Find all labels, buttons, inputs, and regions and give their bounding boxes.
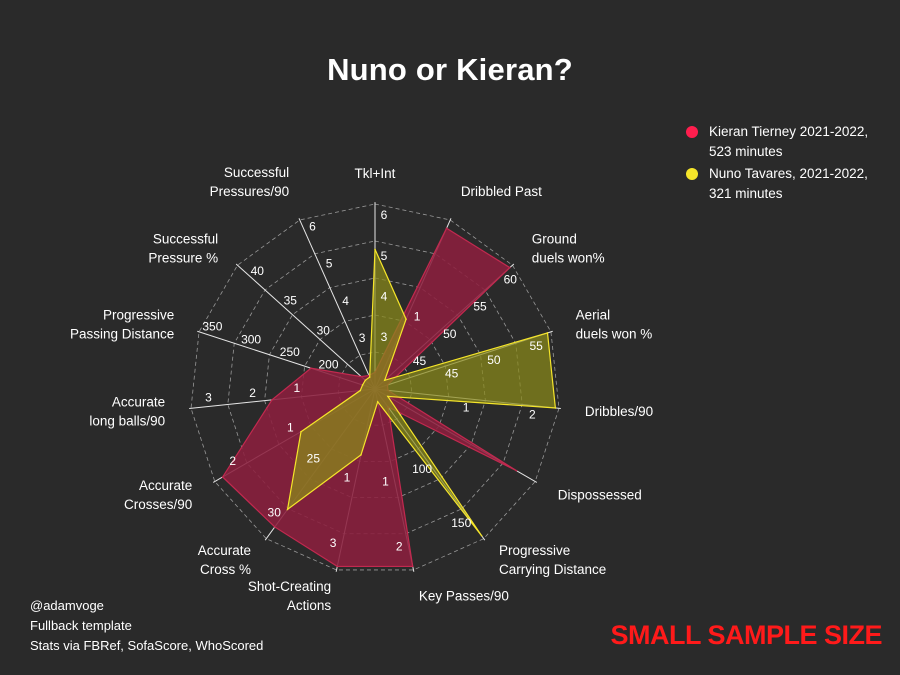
axis-line-14 — [235, 263, 376, 390]
axis-label-13: Progressive Passing Distance — [70, 307, 174, 341]
axis-label-14: Successful Pressure % — [148, 231, 218, 265]
tick-label-1-4: 6 — [381, 208, 388, 222]
credit-author: @adamvoge — [30, 598, 104, 613]
tick-label-13-4: 350 — [202, 320, 222, 334]
series-2-point-5 — [554, 407, 557, 409]
legend: Kieran Tierney 2021-2022, 523 minutes Nu… — [683, 122, 883, 206]
series-2-point-13 — [361, 384, 364, 386]
axis-label-5: Dribbles/90 — [585, 404, 653, 419]
tick-label-12-1: 1 — [293, 381, 300, 395]
tick-label-7-2: 150 — [451, 516, 471, 530]
credit-sources: Stats via FBRef, SofaScore, WhoScored — [30, 638, 264, 653]
axis-label-6: Dispossessed — [558, 488, 642, 503]
tick-label-10-2: 30 — [268, 505, 282, 519]
tick-label-15-1: 3 — [359, 331, 366, 345]
series-1-point-8 — [411, 565, 414, 568]
axis-label-15: Successful Pressures/90 — [210, 165, 290, 199]
tick-label-5-1: 1 — [463, 401, 470, 415]
tick-label-10-1: 25 — [307, 452, 321, 466]
legend-item-tierney: Kieran Tierney 2021-2022, 523 minutes — [683, 122, 883, 162]
tick-label-11-2: 2 — [229, 454, 236, 468]
tick-label-9-2: 3 — [330, 536, 337, 550]
series-2-point-6 — [387, 395, 389, 398]
tick-label-8-1: 1 — [382, 474, 389, 488]
series-2-point-14 — [364, 379, 367, 382]
credit-template: Fullback template — [30, 618, 132, 633]
series-1-point-3 — [508, 266, 511, 269]
series-1-point-9 — [336, 565, 339, 568]
axis-label-2: Dribbled Past — [461, 184, 542, 199]
series-2-point-12 — [359, 389, 362, 392]
series-1-point-12 — [271, 399, 273, 401]
series-2-point-4 — [546, 332, 549, 334]
tick-label-4-2: 50 — [487, 353, 501, 367]
series-2-point-11 — [300, 430, 302, 433]
grid-ring-5 — [190, 203, 560, 571]
tick-label-1-2: 4 — [381, 290, 388, 304]
tick-label-13-1: 200 — [319, 357, 339, 371]
series-1-point-10 — [273, 526, 276, 528]
tick-label-8-2: 2 — [396, 539, 403, 553]
tick-label-11-1: 1 — [287, 420, 294, 434]
credits: @adamvoge Fullback template Stats via FB… — [30, 596, 263, 656]
legend-swatch-tierney — [686, 126, 698, 138]
tick-label-13-2: 250 — [280, 345, 300, 359]
tick-label-7-1: 100 — [412, 462, 432, 476]
series-2-point-7 — [480, 534, 483, 537]
series-area-2 — [286, 249, 557, 537]
series-1-point-13 — [310, 367, 312, 369]
tick-label-4-3: 55 — [529, 339, 543, 353]
tick-label-14-2: 35 — [284, 294, 298, 308]
tick-label-5-2: 2 — [529, 408, 536, 422]
series-1-point-14 — [360, 375, 363, 378]
tick-label-15-3: 5 — [326, 257, 333, 271]
legend-item-tavares: Nuno Tavares, 2021-2022, 321 minutes — [683, 164, 883, 204]
axis-label-8: Key Passes/90 — [419, 588, 509, 603]
tick-label-15-2: 4 — [342, 294, 349, 308]
tick-label-12-2: 2 — [249, 386, 256, 400]
tick-label-3-2: 50 — [443, 327, 457, 341]
axis-label-11: Accurate Crosses/90 — [124, 478, 192, 512]
series-2-point-10 — [286, 508, 289, 511]
tick-label-1-3: 5 — [381, 249, 388, 263]
series-2-point-2 — [405, 318, 407, 321]
tick-label-4-1: 45 — [445, 367, 459, 381]
axis-label-7: Progressive Carrying Distance — [499, 543, 606, 577]
tick-label-3-3: 55 — [473, 300, 487, 314]
series-1-point-2 — [445, 227, 448, 230]
chart-title: Nuno or Kieran? — [327, 52, 573, 87]
axis-line-15 — [298, 218, 376, 390]
axis-label-3: Ground duels won% — [532, 231, 605, 265]
axis-label-1: Tkl+Int — [355, 166, 396, 181]
axis-label-12: Accurate long balls/90 — [89, 395, 165, 429]
tick-label-15-4: 6 — [309, 219, 316, 233]
tick-label-12-3: 3 — [205, 390, 212, 404]
series-1-point-11 — [221, 476, 224, 478]
axis-label-10: Accurate Cross % — [198, 543, 251, 577]
tick-label-3-4: 60 — [504, 272, 518, 286]
tick-label-13-3: 300 — [241, 332, 261, 346]
tick-label-3-1: 45 — [413, 354, 427, 368]
sample-size-warning: SMALL SAMPLE SIZE — [610, 620, 882, 650]
legend-label-tavares: Nuno Tavares, 2021-2022, 321 minutes — [709, 166, 868, 201]
tick-label-14-3: 40 — [251, 264, 265, 278]
legend-label-tierney: Kieran Tierney 2021-2022, 523 minutes — [709, 124, 869, 159]
tick-label-14-1: 30 — [317, 323, 331, 337]
legend-swatch-tavares — [686, 168, 698, 180]
axis-label-4: Aerial duels won % — [576, 307, 653, 341]
tick-label-9-1: 1 — [344, 471, 351, 485]
series-2-point-1 — [374, 248, 376, 251]
series-2-point-8 — [376, 400, 379, 403]
tick-label-1-1: 3 — [381, 330, 388, 344]
axis-label-9: Shot-Creating Actions — [248, 579, 332, 613]
series-2-point-9 — [360, 454, 362, 456]
tick-label-2-1: 1 — [414, 310, 421, 324]
series-2-point-3 — [383, 379, 386, 382]
series-2-point-15 — [368, 376, 371, 378]
series-1-point-6 — [515, 469, 518, 472]
